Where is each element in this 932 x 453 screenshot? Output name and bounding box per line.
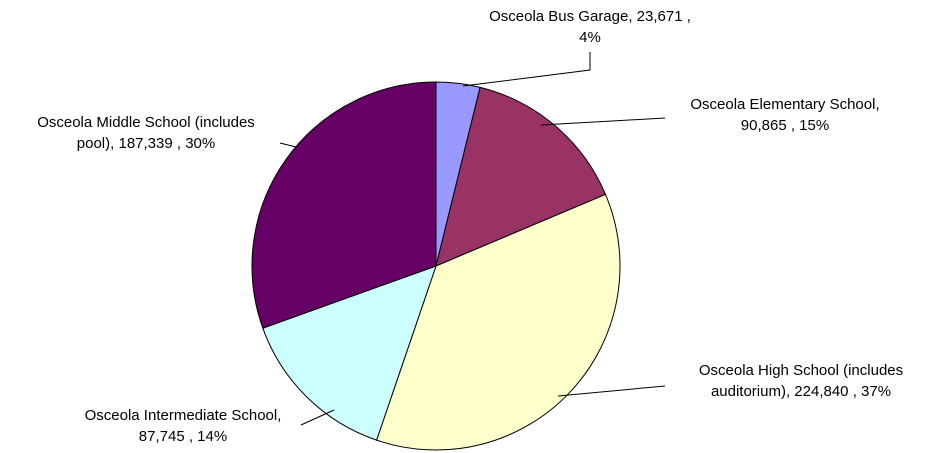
pie-slice (262, 265, 437, 441)
slice-label: Osceola Bus Garage, 23,671 , 4% (489, 8, 691, 46)
slice-label: Osceola Middle School (includes pool), 18… (37, 114, 255, 152)
pie-slice (251, 81, 437, 329)
slice-label-line: Osceola Bus Garage, 23,671 , (489, 8, 691, 25)
slice-labels: Osceola Bus Garage, 23,671 , 4% Osceola El… (37, 8, 903, 445)
slice-label-line: auditorium), 224,840 , 37% (711, 383, 891, 400)
slice-label: Osceola High School (includes auditorium)… (699, 362, 903, 400)
slice-label-line: pool), 187,339 , 30% (77, 135, 215, 152)
leader-line (462, 52, 591, 87)
slice-label-line: 90,865 , 15% (741, 117, 829, 134)
slice-label-line: Osceola Elementary School, (690, 96, 879, 113)
leader-lines (279, 52, 666, 426)
leader-line (300, 409, 335, 426)
slice-label-line: 4% (579, 29, 601, 46)
leader-line (557, 385, 666, 397)
leader-line (540, 117, 666, 126)
leader-line (279, 142, 297, 148)
slice-label: Osceola Intermediate School, 87,745 , 14% (85, 407, 282, 445)
pie-slice (435, 86, 607, 267)
slice-label-line: Osceola Middle School (includes (37, 114, 255, 131)
pie-slices (251, 81, 621, 451)
slice-label-line: 87,745 , 14% (139, 428, 227, 445)
slice-label-line: Osceola Intermediate School, (85, 407, 282, 424)
pie-slice (375, 193, 621, 451)
slice-label-line: Osceola High School (includes (699, 362, 903, 379)
slice-label: Osceola Elementary School, 90,865 , 15% (690, 96, 879, 134)
